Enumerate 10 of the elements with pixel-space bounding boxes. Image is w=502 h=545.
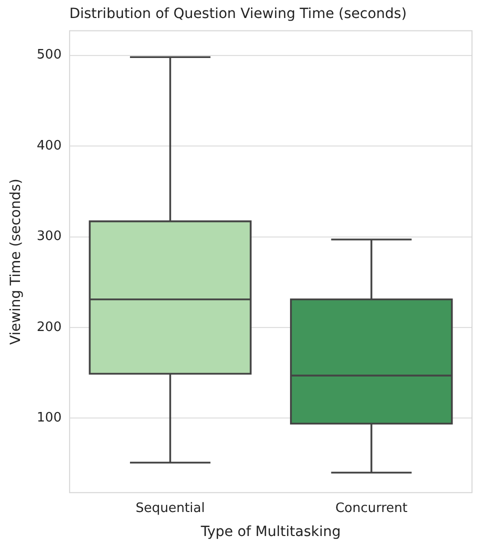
y-tick-label: 300	[36, 229, 62, 244]
y-axis-title: Viewing Time (seconds)	[8, 178, 24, 345]
chart-title: Distribution of Question Viewing Time (seconds)	[69, 6, 407, 22]
x-tick-label: Sequential	[136, 500, 205, 516]
y-tick-label: 200	[36, 320, 62, 335]
y-tick-label: 100	[36, 410, 62, 426]
x-tick-label: Concurrent	[335, 500, 408, 516]
y-tick-label: 400	[36, 138, 62, 154]
y-tick-label: 500	[36, 48, 62, 63]
x-axis-title: Type of Multitasking	[200, 524, 341, 540]
